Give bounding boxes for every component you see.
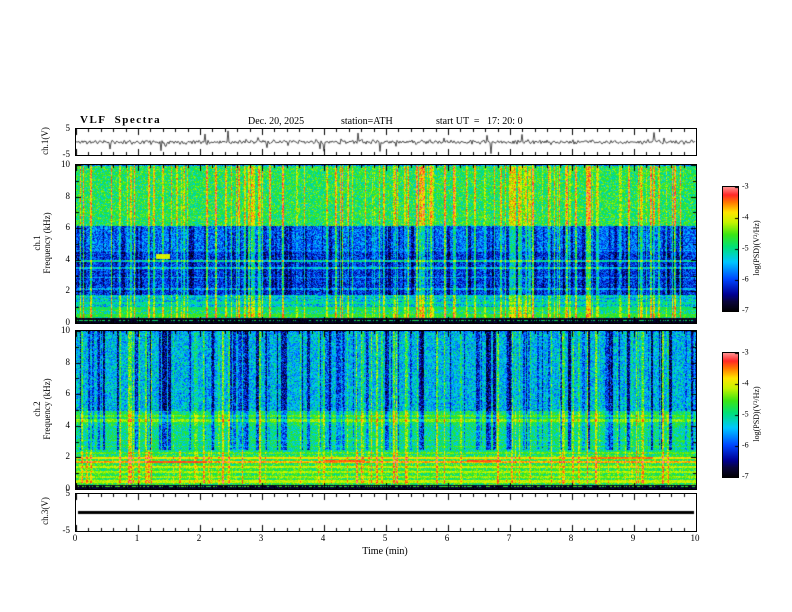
ch2-colorbar-label: log(PSD)(V²/Hz) (752, 386, 761, 442)
ch1-frequency-axis-label-line1: ch.1 (32, 235, 42, 251)
figure-date: Dec. 20, 2025 (248, 116, 305, 127)
x-tick-label: 10 (690, 533, 700, 543)
spec2-y-tick-label: 4 (65, 419, 71, 430)
wave1-y-tick-label: 5 (65, 123, 71, 133)
x-tick-label: 5 (382, 533, 388, 543)
x-tick-label: 4 (320, 533, 326, 543)
ch1-colorbar (722, 186, 739, 312)
x-tick-label: 7 (506, 533, 512, 543)
spec2-y-tick-label: 8 (65, 356, 71, 367)
cb1-tick-label: -6 (742, 274, 749, 284)
ch2-frequency-axis-label: ch.2 Frequency (kHz) (32, 330, 54, 488)
ch2-frequency-axis-label-line1: ch.2 (32, 401, 42, 417)
spec1-y-tick-label: 8 (65, 190, 71, 201)
time-axis-label: Time (min) (362, 546, 408, 557)
cb2-tick-label: -3 (742, 347, 749, 357)
ch3-voltage-axis-label: ch.3(V) (40, 497, 50, 525)
spec2-y-tick-label: 10 (61, 325, 70, 335)
cb2-tick-label: -4 (742, 378, 749, 388)
cb2-tick-label: -5 (742, 409, 749, 419)
station-label: station=ATH (341, 116, 393, 127)
ch1-colorbar-label: log(PSD)(V²/Hz) (752, 220, 761, 276)
ch1-frequency-axis-label: ch.1 Frequency (kHz) (32, 164, 54, 322)
ch3-waveform-panel (75, 493, 697, 532)
spec1-y-tick-label: 6 (65, 222, 71, 233)
ch2-colorbar (722, 352, 739, 478)
cb1-tick-label: -3 (742, 181, 749, 191)
ch1-frequency-axis-label-line2: Frequency (kHz) (42, 212, 52, 274)
cb2-tick-label: -7 (742, 471, 749, 481)
ch1-voltage-axis-label: ch.1(V) (40, 127, 50, 155)
spec1-y-tick-label: 2 (65, 285, 71, 296)
x-tick-label: 2 (196, 533, 202, 543)
x-tick-label: 9 (630, 533, 636, 543)
wave3-y-tick-label: -5 (62, 525, 71, 535)
cb2-tick-label: -6 (742, 440, 749, 450)
spec2-y-tick-label: 0 (65, 483, 71, 493)
x-tick-label: 6 (444, 533, 450, 543)
wave1-y-tick-label: -5 (62, 149, 71, 159)
spec1-y-tick-label: 4 (65, 253, 71, 264)
x-tick-label: 0 (72, 533, 78, 543)
x-tick-label: 3 (258, 533, 264, 543)
wave3-y-tick-label: 5 (65, 488, 71, 498)
cb1-tick-label: -7 (742, 305, 749, 315)
cb1-tick-label: -5 (742, 243, 749, 253)
spec1-y-tick-label: 10 (61, 159, 70, 169)
spec2-y-tick-label: 6 (65, 388, 71, 399)
ch1-waveform-panel (75, 128, 697, 156)
ch2-spectrogram-panel (75, 330, 697, 490)
spec2-y-tick-label: 2 (65, 451, 71, 462)
start-ut-label: start UT = 17: 20: 0 (436, 116, 523, 127)
figure-title: VLF Spectra (80, 114, 162, 126)
x-tick-label: 8 (568, 533, 574, 543)
ch1-spectrogram-panel (75, 164, 697, 324)
ch2-frequency-axis-label-line2: Frequency (kHz) (42, 378, 52, 440)
spec1-y-tick-label: 0 (65, 317, 71, 327)
x-tick-label: 1 (134, 533, 140, 543)
cb1-tick-label: -4 (742, 212, 749, 222)
